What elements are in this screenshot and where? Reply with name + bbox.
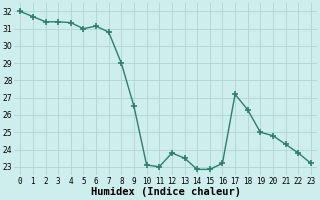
X-axis label: Humidex (Indice chaleur): Humidex (Indice chaleur) (91, 187, 241, 197)
